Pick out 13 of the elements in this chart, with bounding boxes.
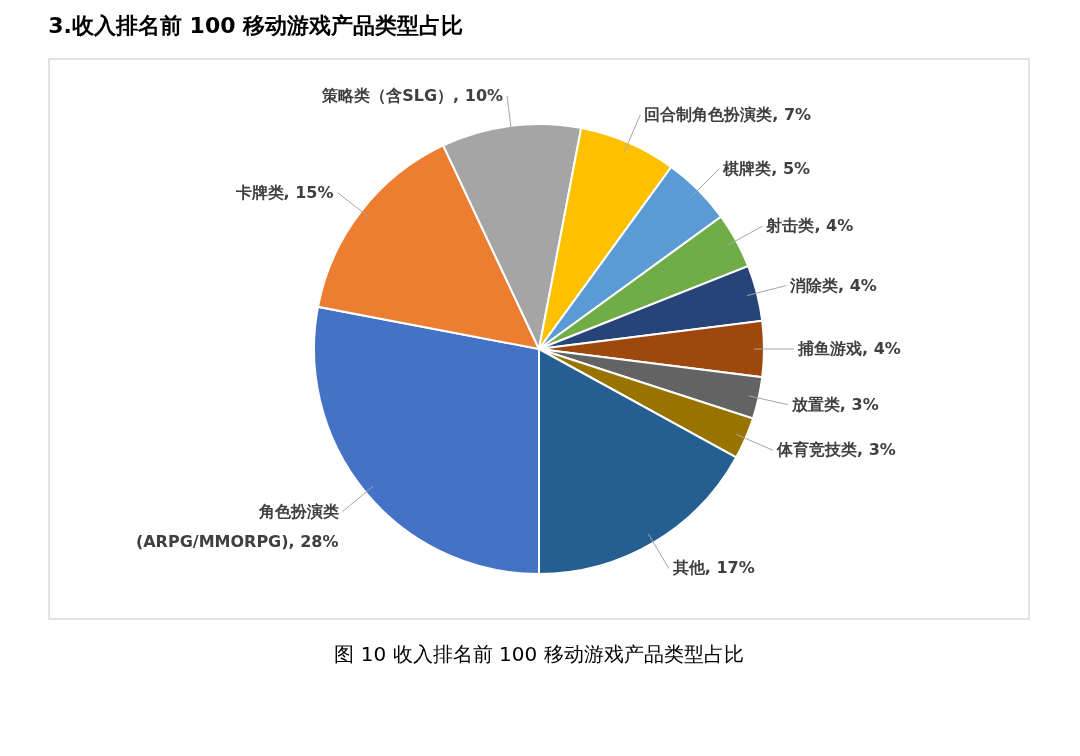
slice-label: 消除类, 4%: [788, 275, 877, 295]
slice-label: 射击类, 4%: [765, 216, 854, 236]
slice-label: 放置类, 3%: [790, 394, 879, 414]
slice-label: 棋牌类, 5%: [722, 158, 811, 178]
slice-label: 回合制角色扮演类, 7%: [644, 104, 812, 124]
slice-label: 卡牌类, 15%: [234, 182, 334, 202]
slice-label: 捕鱼游戏, 4%: [797, 339, 901, 358]
slice-label: 其他, 17%: [671, 558, 755, 578]
chart-title: 3.收入排名前 100 移动游戏产品类型占比: [48, 13, 464, 39]
slice-label: 策略类（含SLG）, 10%: [321, 86, 504, 106]
caption: 图 10 收入排名前 100 移动游戏产品类型占比: [334, 641, 744, 666]
slice-label: 体育竞技类, 3%: [776, 440, 896, 460]
slice-label: 角色扮演类 (ARPG/MMORPG), 28%: [135, 501, 339, 551]
